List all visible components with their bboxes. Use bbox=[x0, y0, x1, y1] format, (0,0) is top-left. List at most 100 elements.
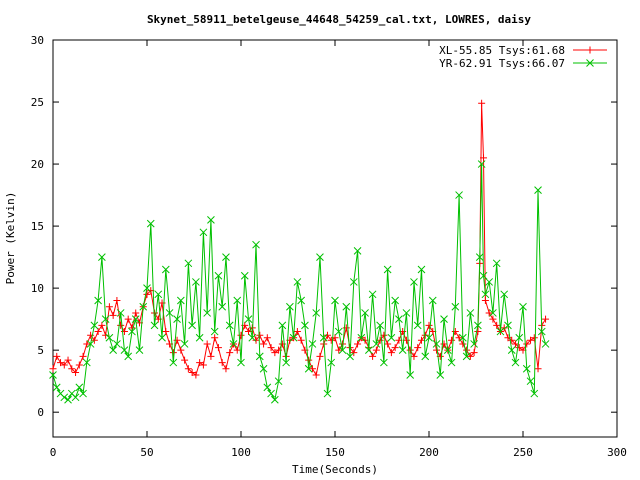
data-point bbox=[49, 371, 57, 379]
data-point bbox=[338, 346, 347, 355]
plot-area bbox=[52, 39, 618, 438]
data-point bbox=[293, 328, 301, 336]
data-point bbox=[293, 278, 302, 286]
data-point bbox=[297, 336, 305, 344]
data-point bbox=[244, 315, 253, 323]
data-point bbox=[421, 352, 430, 361]
data-point bbox=[519, 302, 527, 311]
data-point bbox=[161, 265, 170, 274]
data-point bbox=[218, 359, 226, 367]
data-point bbox=[87, 331, 95, 339]
data-point bbox=[124, 352, 133, 361]
data-point bbox=[384, 340, 392, 348]
data-point bbox=[105, 333, 114, 342]
data-point bbox=[304, 364, 313, 373]
data-point bbox=[477, 160, 486, 168]
data-point bbox=[94, 296, 102, 305]
data-point bbox=[436, 371, 445, 379]
data-point bbox=[222, 365, 230, 373]
y-axis: 0 5 10 15 20 25 30 bbox=[31, 34, 617, 419]
data-point bbox=[334, 327, 343, 336]
data-point bbox=[199, 361, 207, 369]
data-point bbox=[410, 278, 418, 286]
data-point bbox=[207, 352, 215, 360]
data-point bbox=[387, 349, 395, 357]
data-point bbox=[479, 271, 488, 280]
data-point bbox=[305, 356, 313, 364]
y-tick-label: 20 bbox=[31, 158, 44, 171]
data-point bbox=[451, 302, 460, 311]
data-point bbox=[278, 321, 287, 330]
data-point bbox=[432, 340, 441, 348]
data-point bbox=[530, 389, 539, 398]
data-point bbox=[248, 333, 257, 342]
data-point bbox=[139, 302, 148, 311]
data-point bbox=[470, 340, 478, 348]
y-tick-label: 15 bbox=[31, 220, 44, 233]
data-point bbox=[335, 346, 343, 354]
data-point bbox=[64, 395, 72, 404]
data-point bbox=[448, 336, 456, 344]
data-point bbox=[474, 328, 482, 336]
data-point bbox=[271, 349, 279, 357]
data-point bbox=[132, 309, 140, 317]
data-point bbox=[211, 334, 219, 342]
data-point bbox=[150, 321, 159, 330]
data-point bbox=[57, 359, 65, 367]
data-point bbox=[79, 352, 87, 360]
data-point bbox=[342, 324, 350, 332]
x-tick-label: 250 bbox=[513, 446, 533, 459]
series-line bbox=[52, 164, 547, 402]
data-point bbox=[128, 327, 136, 336]
series-1 bbox=[49, 99, 550, 379]
data-point bbox=[135, 346, 144, 355]
data-point bbox=[492, 259, 501, 268]
data-point bbox=[225, 321, 234, 330]
data-point bbox=[316, 352, 324, 360]
data-point bbox=[480, 154, 488, 162]
data-point bbox=[263, 383, 272, 392]
plot-border bbox=[52, 39, 618, 438]
data-point bbox=[323, 331, 331, 339]
data-point bbox=[176, 296, 185, 305]
data-point bbox=[474, 321, 482, 330]
data-point bbox=[72, 368, 80, 376]
data-point bbox=[86, 340, 95, 348]
data-point bbox=[440, 340, 448, 348]
data-point bbox=[165, 309, 174, 317]
data-point bbox=[286, 302, 294, 311]
data-point bbox=[319, 333, 328, 342]
data-point bbox=[169, 358, 178, 367]
data-point bbox=[398, 346, 407, 355]
data-point bbox=[131, 315, 140, 323]
data-point bbox=[534, 365, 542, 373]
data-point bbox=[49, 365, 57, 373]
data-point bbox=[489, 309, 497, 317]
data-point bbox=[421, 331, 429, 339]
data-point bbox=[180, 340, 189, 348]
data-point bbox=[331, 296, 339, 305]
data-point bbox=[177, 346, 185, 354]
data-point bbox=[259, 364, 268, 373]
data-point bbox=[493, 321, 501, 329]
data-point bbox=[485, 278, 494, 286]
y-tick-label: 5 bbox=[37, 344, 44, 357]
data-point bbox=[507, 346, 516, 355]
data-point bbox=[504, 321, 512, 330]
data-point bbox=[113, 340, 121, 348]
data-point bbox=[368, 290, 377, 299]
data-point bbox=[64, 356, 72, 364]
data-point bbox=[447, 358, 456, 367]
data-point bbox=[413, 321, 422, 330]
chart-title: Skynet_58911_betelgeuse_44648_54259_cal.… bbox=[147, 13, 531, 26]
x-tick-label: 300 bbox=[607, 446, 627, 459]
data-point bbox=[203, 340, 211, 348]
data-point bbox=[79, 389, 87, 398]
data-point bbox=[541, 340, 550, 348]
data-point bbox=[530, 334, 538, 342]
data-point bbox=[143, 284, 151, 292]
data-point bbox=[372, 346, 380, 354]
data-point bbox=[537, 327, 546, 336]
